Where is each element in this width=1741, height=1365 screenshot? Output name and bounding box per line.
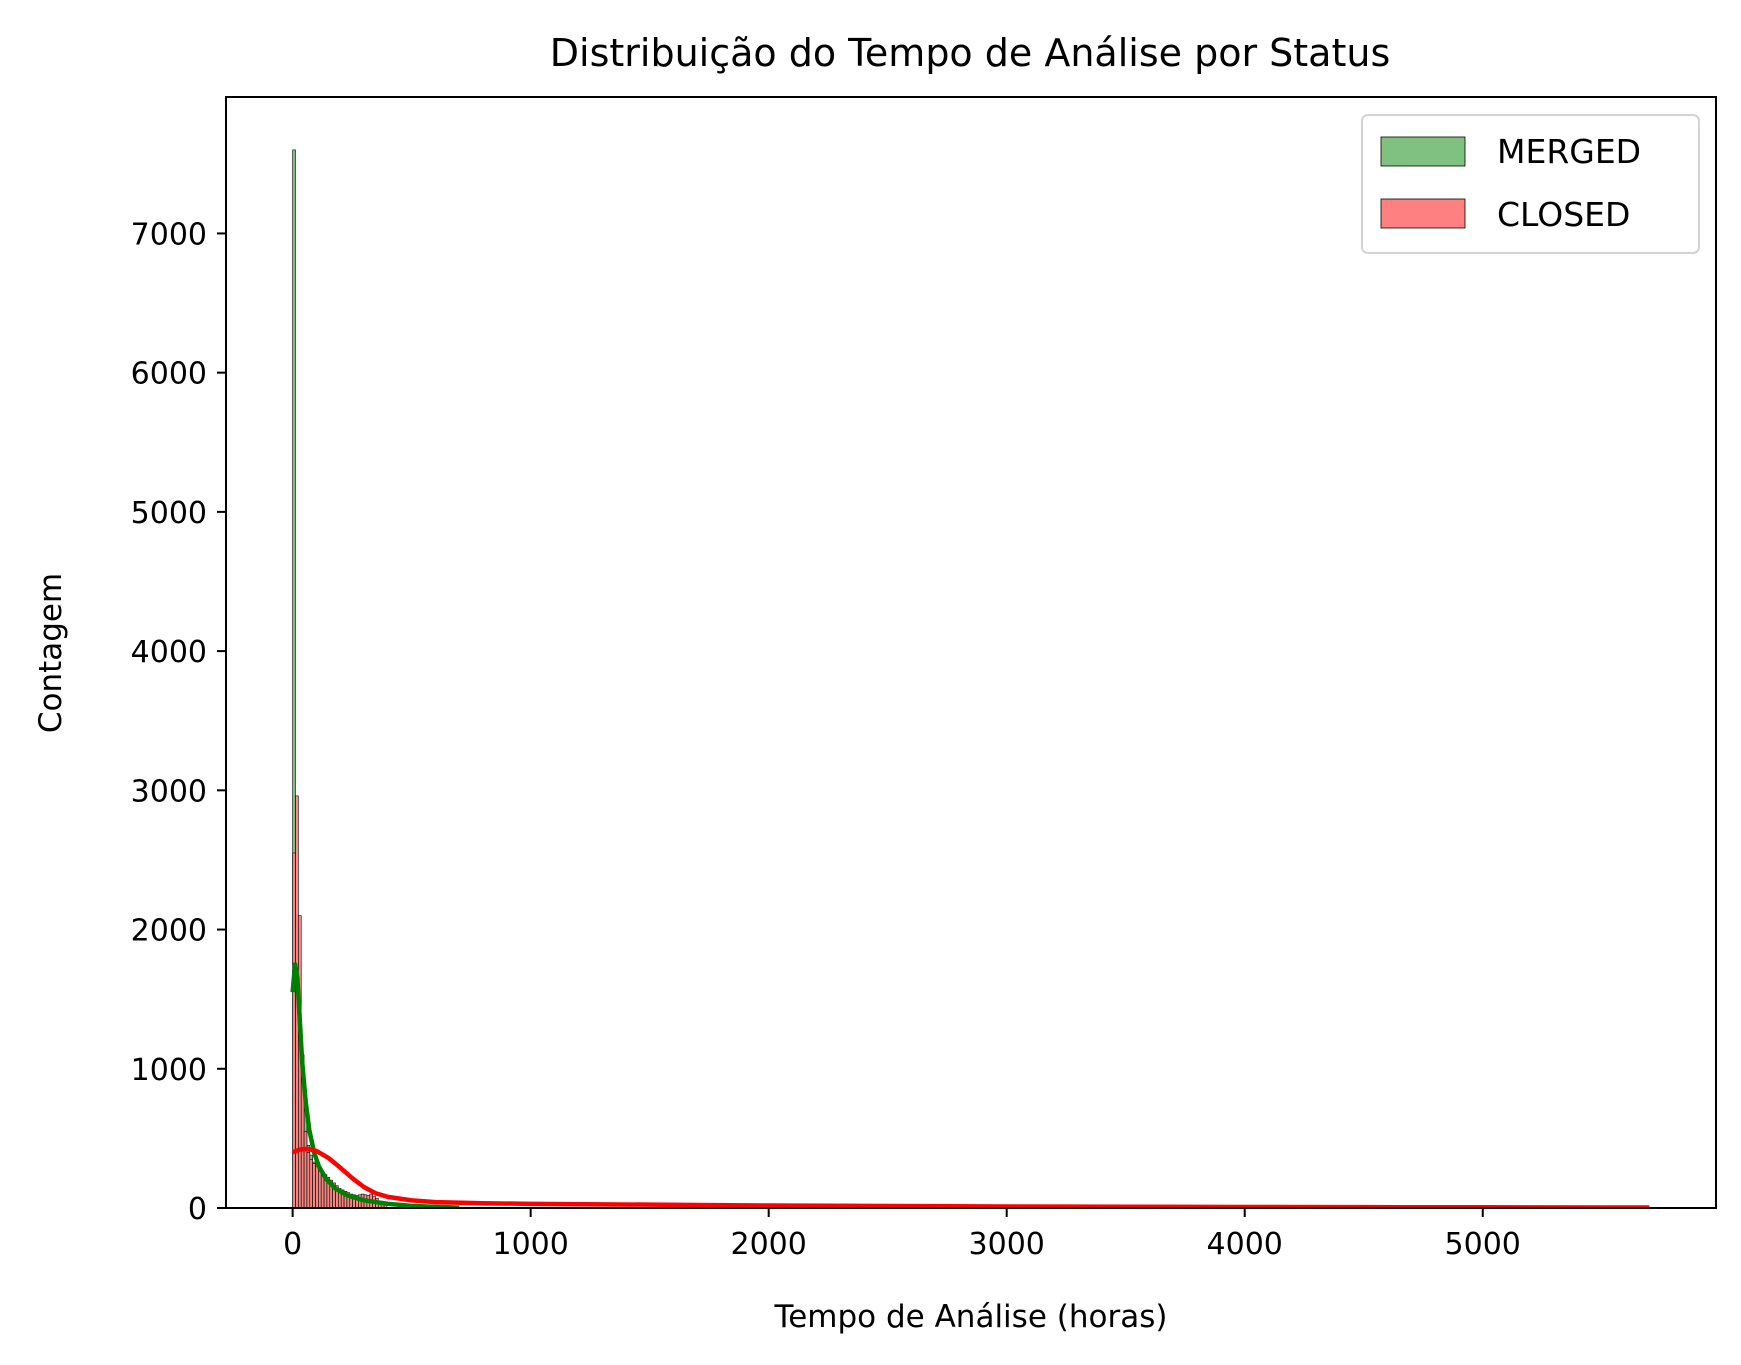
- x-tick-label: 1000: [492, 1227, 568, 1262]
- y-axis-label: Contagem: [33, 573, 69, 733]
- x-tick-label: 0: [283, 1227, 302, 1262]
- closed-bar: [315, 1165, 319, 1209]
- x-axis-ticks: 0 1000 2000 3000 4000 5000: [283, 1208, 1521, 1262]
- merged-kde-line: [290, 962, 460, 1208]
- plot-frame: [225, 96, 1717, 1209]
- plot-area: [226, 97, 1716, 1208]
- closed-bar: [292, 852, 296, 1209]
- y-tick-label: 4000: [131, 635, 207, 670]
- closed-bar: [309, 1158, 313, 1209]
- legend-label-closed: CLOSED: [1497, 195, 1630, 234]
- y-axis-ticks: 0 1000 2000 3000 4000 5000 6000 7000: [131, 217, 226, 1227]
- closed-bar: [303, 1131, 308, 1209]
- y-tick-label: 1000: [131, 1053, 207, 1088]
- y-tick-label: 5000: [131, 496, 207, 531]
- x-tick-label: 3000: [969, 1227, 1045, 1262]
- x-tick-label: 4000: [1207, 1227, 1283, 1262]
- x-axis-label: Tempo de Análise (horas): [774, 1299, 1168, 1335]
- y-tick-label: 0: [188, 1192, 207, 1227]
- legend-swatch-closed: [1380, 198, 1466, 229]
- legend: MERGED CLOSED: [1361, 114, 1700, 254]
- y-tick-label: 2000: [131, 914, 207, 949]
- closed-bar: [306, 1152, 311, 1209]
- x-tick-label: 5000: [1445, 1227, 1521, 1262]
- y-tick-label: 3000: [131, 774, 207, 809]
- y-tick-label: 7000: [131, 217, 207, 252]
- y-tick-label: 6000: [131, 357, 207, 392]
- legend-swatch-merged: [1380, 136, 1466, 167]
- legend-label-merged: MERGED: [1497, 132, 1641, 171]
- closed-bar: [318, 1168, 322, 1209]
- chart-title: Distribuição do Tempo de Análise por Sta…: [550, 31, 1391, 75]
- closed-bar: [312, 1163, 316, 1209]
- x-tick-label: 2000: [731, 1227, 807, 1262]
